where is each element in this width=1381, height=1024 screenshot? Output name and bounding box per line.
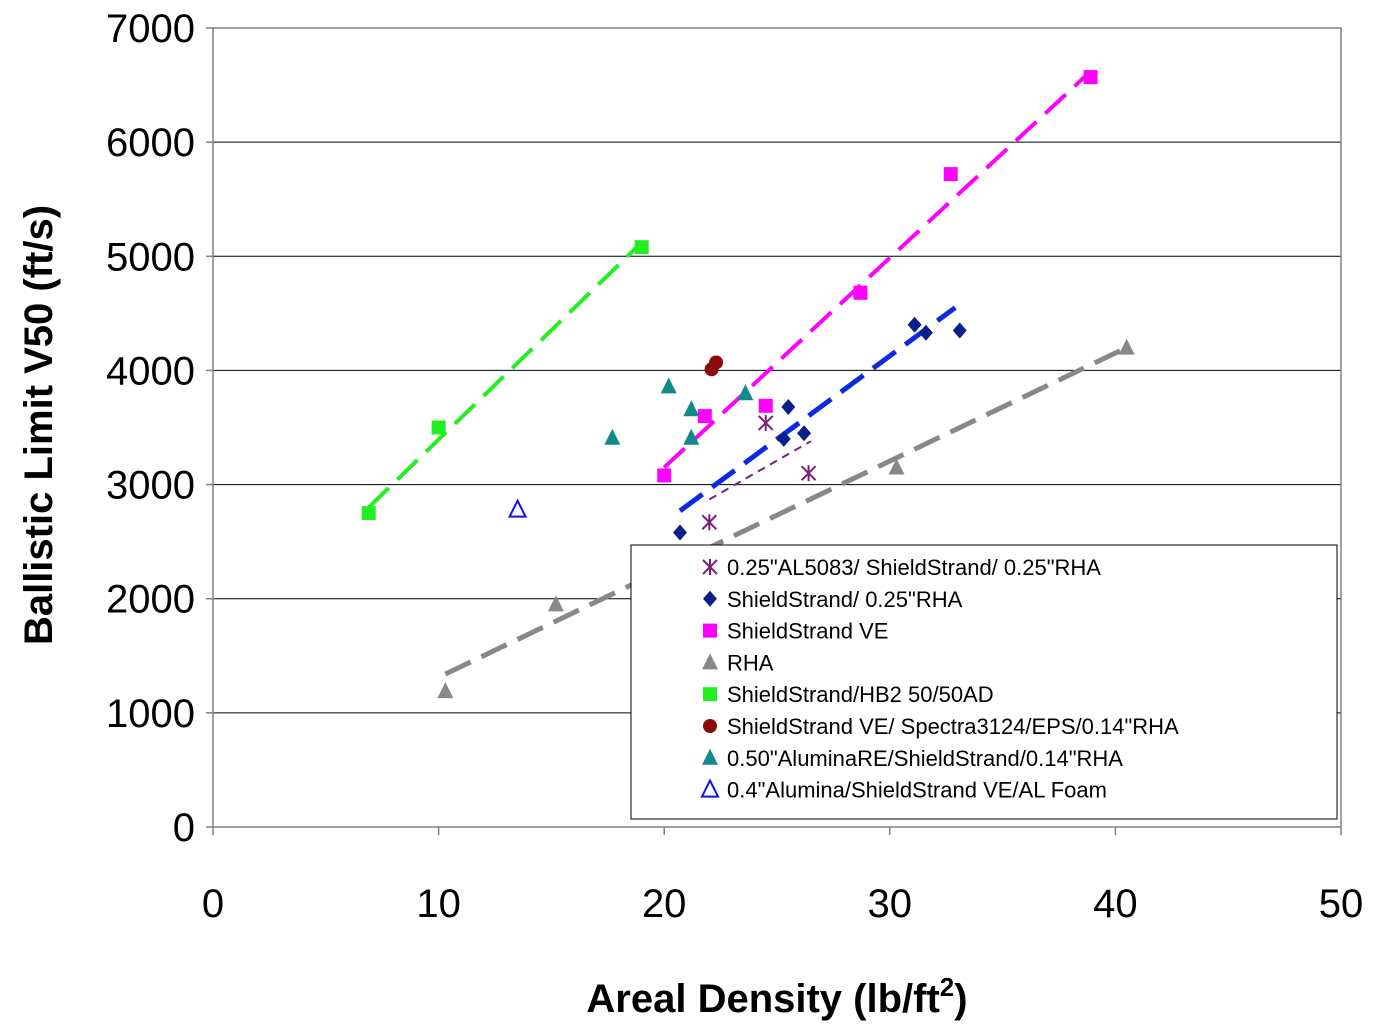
- data-point-series-3: [853, 285, 868, 300]
- legend-marker-series-2: [703, 590, 717, 607]
- data-point-series-8: [507, 498, 528, 518]
- data-point-series-7: [683, 400, 700, 417]
- data-markers: [361, 70, 1135, 699]
- data-point-series-2: [672, 524, 687, 541]
- x-tick-label: 30: [868, 882, 913, 926]
- data-point-series-3: [758, 398, 773, 413]
- y-tick-label: 0: [173, 806, 195, 850]
- trendlines: [367, 69, 1128, 677]
- legend-label-series-1: 0.25"AL5083/ ShieldStrand/ 0.25"RHA: [727, 555, 1101, 580]
- y-tick-label: 7000: [106, 7, 195, 51]
- trendline-series-3: [662, 69, 1092, 469]
- x-tick-label: 10: [416, 882, 461, 926]
- x-tick-labels: 0 10 20 30 40 50: [202, 882, 1363, 926]
- data-point-series-2: [797, 425, 812, 442]
- data-point-series-4: [888, 458, 905, 475]
- data-point-series-7: [683, 428, 700, 445]
- legend-marker-series-8: [700, 778, 720, 798]
- data-point-series-2: [781, 398, 796, 415]
- legend-label-series-8: 0.4"Alumina/ShieldStrand VE/AL Foam: [727, 778, 1107, 803]
- legend-label-series-3: ShieldStrand VE: [727, 619, 888, 644]
- legend-marker-series-6: [703, 719, 717, 733]
- data-point-series-3: [943, 167, 958, 182]
- legend-label-series-4: RHA: [727, 650, 774, 675]
- legend-marker-series-5: [703, 687, 717, 702]
- x-tick-label: 40: [1093, 882, 1138, 926]
- legend-marker-series-3: [703, 623, 717, 638]
- legend-label-series-6: ShieldStrand VE/ Spectra3124/EPS/0.14"RH…: [727, 714, 1179, 739]
- data-point-series-1: [701, 514, 718, 531]
- legend-marker-series-1: [702, 559, 718, 575]
- data-point-series-3: [697, 409, 712, 424]
- trendline-series-4: [444, 345, 1128, 677]
- data-point-series-5: [431, 420, 446, 435]
- legend-label-series-2: ShieldStrand/ 0.25"RHA: [727, 587, 963, 612]
- data-point-series-7: [604, 428, 621, 445]
- data-point-series-7: [737, 384, 754, 401]
- data-point-series-5: [634, 240, 649, 255]
- trendline-series-5: [367, 241, 644, 509]
- y-tick-label: 5000: [106, 235, 195, 279]
- x-axis-title-superscript: 2: [940, 972, 954, 1002]
- legend-label-series-5: ShieldStrand/HB2 50/50AD: [727, 682, 994, 707]
- legend-marker-series-7: [702, 748, 718, 765]
- data-point-series-2: [907, 316, 922, 333]
- legend-label-series-7: 0.50"AluminaRE/ShieldStrand/0.14"RHA: [727, 746, 1123, 771]
- data-point-series-4: [437, 682, 454, 699]
- y-tick-label: 1000: [106, 692, 195, 736]
- y-tick-label: 6000: [106, 121, 195, 165]
- x-axis-title: Areal Density (lb/ft2): [586, 972, 967, 1021]
- data-point-series-5: [361, 506, 376, 521]
- x-tick-label: 0: [202, 882, 224, 926]
- data-point-series-3: [657, 468, 672, 483]
- trendline-series-2: [678, 305, 957, 513]
- data-point-series-1: [800, 465, 817, 482]
- data-point-series-6: [709, 355, 724, 370]
- y-axis-title: Ballistic Limit V50 (ft/s): [17, 205, 61, 645]
- y-tick-label: 4000: [106, 349, 195, 393]
- data-point-series-3: [1083, 70, 1098, 85]
- legend-marker-series-4: [702, 653, 718, 670]
- data-point-series-1: [758, 414, 774, 431]
- legend-box: [630, 544, 1338, 820]
- x-tick-label: 50: [1319, 882, 1364, 926]
- plot-area-border: [212, 27, 1342, 828]
- data-point-series-4: [547, 595, 564, 612]
- data-point-series-2: [918, 324, 933, 341]
- y-tick-label: 3000: [106, 464, 195, 508]
- data-point-series-4: [1118, 338, 1135, 355]
- trendline-series-1: [708, 440, 812, 501]
- y-tick-label: 2000: [106, 578, 195, 622]
- y-tick-labels: 0 1000 2000 3000 4000 5000 6000 7000: [106, 7, 195, 850]
- data-point-series-2: [776, 430, 791, 447]
- data-point-series-2: [952, 322, 967, 339]
- data-point-series-7: [660, 377, 677, 394]
- x-tick-label: 20: [642, 882, 687, 926]
- legend: 0.25"AL5083/ ShieldStrand/ 0.25"RHA Shiel…: [630, 544, 1338, 820]
